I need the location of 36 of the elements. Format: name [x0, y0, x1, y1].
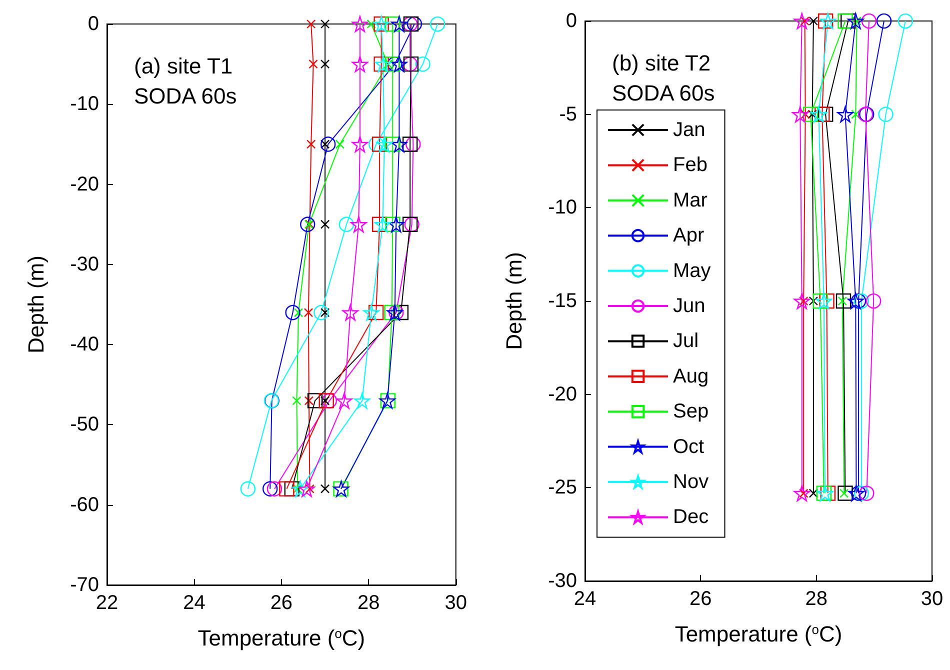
y-tick-label: -30 [70, 253, 99, 276]
x-tick-label: 24 [183, 592, 206, 614]
legend-label: Mar [673, 189, 708, 212]
y-tick-label: -20 [548, 383, 577, 406]
y-axis-title: Depth (m) [24, 256, 48, 354]
legend-label: Feb [673, 154, 708, 176]
legend-label: Nov [673, 471, 709, 493]
legend-label: Aug [673, 365, 709, 388]
y-axis-title: Depth (m) [502, 252, 526, 350]
legend-label: Jun [673, 295, 706, 317]
y-tick-label: 0 [88, 13, 99, 35]
y-tick-label: -60 [70, 494, 99, 516]
text: (a) site T1 SODA 60s [134, 54, 237, 108]
y-tick-label: -5 [559, 103, 577, 126]
x-tick-label: 30 [920, 588, 944, 610]
y-tick-label: -10 [548, 196, 577, 219]
y-tick-label: -10 [70, 93, 99, 116]
text: (b) site T2 SODA 60s [612, 50, 715, 106]
y-tick-label: -40 [70, 334, 99, 356]
legend-label: Jul [673, 330, 699, 352]
legend-label: Dec [673, 506, 709, 528]
legend-label: May [673, 260, 711, 282]
y-tick-label: -20 [70, 173, 99, 196]
y-tick-label: -25 [548, 476, 577, 499]
x-tick-label: 28 [358, 592, 380, 614]
x-tick-label: 26 [270, 592, 293, 614]
legend-label: Apr [673, 224, 704, 247]
legend-label: Sep [673, 400, 709, 423]
legend-label: Oct [673, 436, 705, 458]
y-tick-label: 0 [566, 10, 577, 32]
x-tick-label: 28 [805, 588, 828, 610]
x-tick-label: 30 [444, 592, 467, 614]
x-tick-label: 26 [690, 588, 712, 610]
legend-label: Jan [673, 119, 706, 141]
y-tick-label: -15 [548, 290, 577, 312]
y-tick-label: -50 [70, 414, 99, 436]
